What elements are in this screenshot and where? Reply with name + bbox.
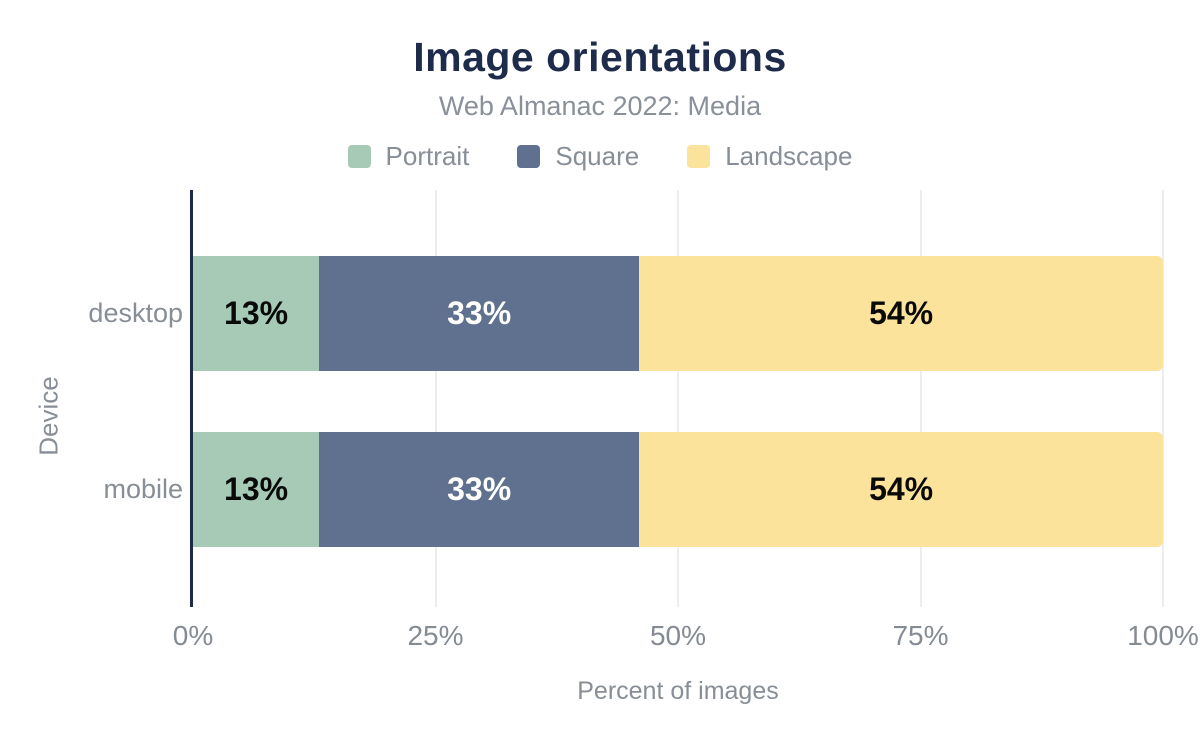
plot-area: 13% 33% 54% 13% 33% 54% <box>190 190 1164 607</box>
bar-desktop: 13% 33% 54% <box>193 256 1163 371</box>
bar-segment-landscape-mobile: 54% <box>639 432 1163 547</box>
category-label-desktop: desktop <box>88 298 183 328</box>
legend-label-square: Square <box>555 141 640 171</box>
chart-title: Image orientations <box>413 34 787 80</box>
legend-label-portrait: Portrait <box>385 141 470 171</box>
category-label-mobile: mobile <box>103 474 183 504</box>
x-axis-ticks: 0% 25% 50% 75% 100% <box>173 620 1199 656</box>
legend-label-landscape: Landscape <box>725 141 853 171</box>
legend: Portrait Square Landscape <box>0 141 1200 172</box>
bar-value-label: 13% <box>224 295 289 331</box>
bar-value-label: 33% <box>447 471 512 507</box>
legend-item-landscape: Landscape <box>687 141 852 172</box>
gridline <box>677 190 679 607</box>
bar-mobile: 13% 33% 54% <box>193 432 1163 547</box>
legend-item-portrait: Portrait <box>347 141 470 172</box>
gridline <box>434 190 437 607</box>
bar-value-label: 54% <box>869 471 934 507</box>
bar-segment-square-desktop: 33% <box>319 256 640 371</box>
x-tick-50: 50% <box>649 620 707 651</box>
x-tick-25: 25% <box>407 620 464 651</box>
bar-value-label: 54% <box>869 295 934 331</box>
x-tick-75: 75% <box>892 620 949 651</box>
gridline <box>919 190 922 607</box>
x-tick-100: 100% <box>1127 620 1199 651</box>
x-axis-title: Percent of images <box>577 677 779 705</box>
y-axis-line <box>190 190 193 607</box>
bar-segment-portrait-mobile: 13% <box>193 432 320 547</box>
gridline <box>1162 190 1164 607</box>
legend-item-square: Square <box>517 141 639 172</box>
legend-swatch-square-icon <box>517 145 541 168</box>
x-tick-0: 0% <box>172 620 214 651</box>
bar-value-label: 33% <box>447 295 512 331</box>
bar-segment-landscape-desktop: 54% <box>639 256 1163 371</box>
legend-swatch-landscape-icon <box>687 145 711 168</box>
bar-value-label: 13% <box>224 471 289 507</box>
legend-swatch-portrait-icon <box>347 145 371 168</box>
chart-subtitle: Web Almanac 2022: Media <box>438 91 762 121</box>
bar-segment-portrait-desktop: 13% <box>193 256 320 371</box>
bar-segment-square-mobile: 33% <box>319 432 640 547</box>
